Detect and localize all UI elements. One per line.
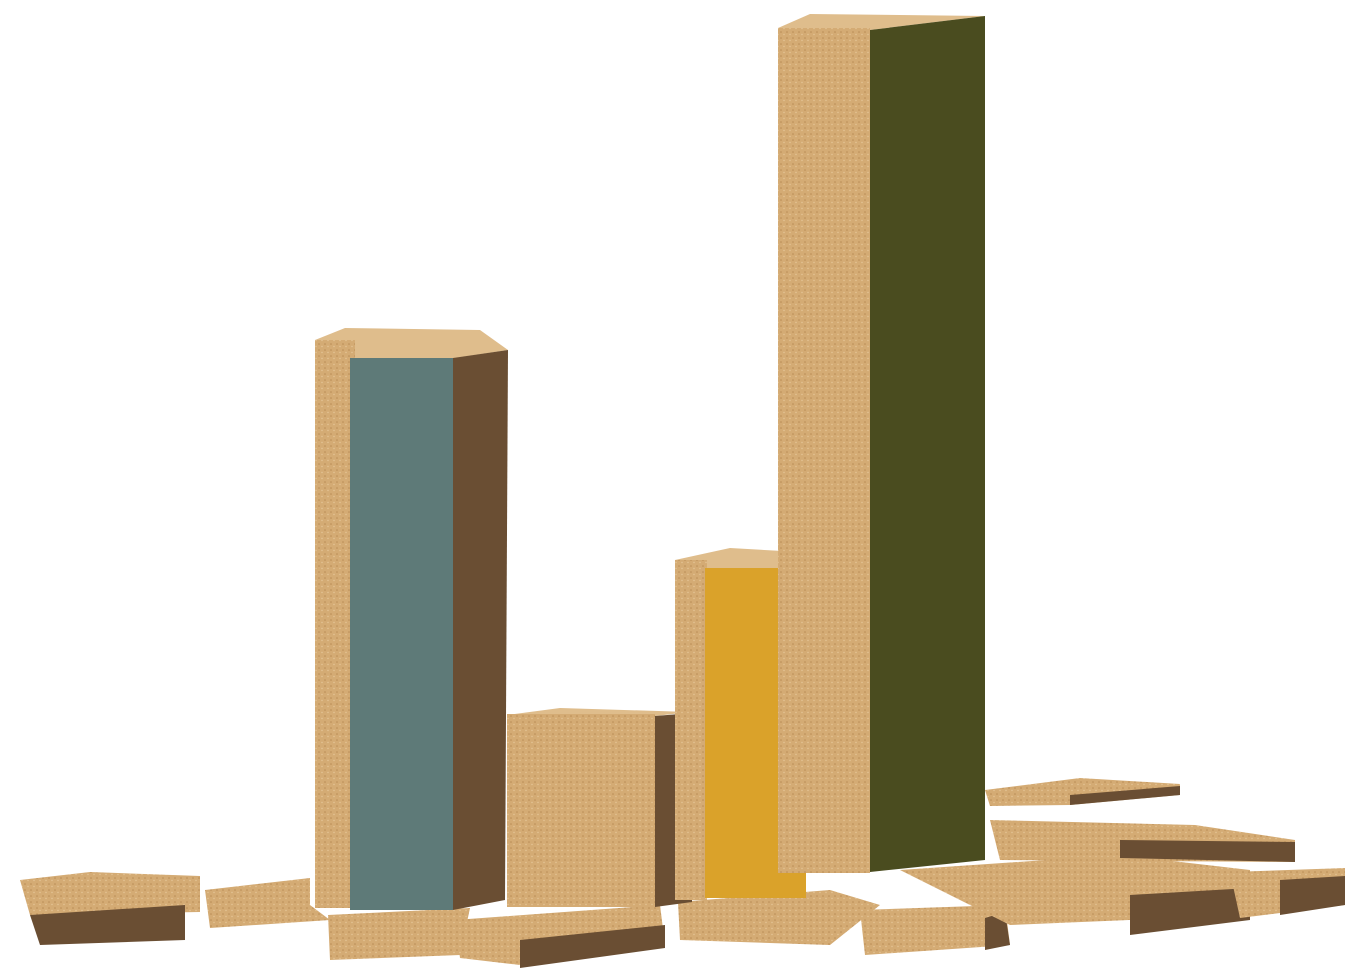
bar-2 bbox=[507, 708, 692, 907]
bar-face bbox=[870, 16, 985, 872]
floor-piece-side bbox=[30, 905, 185, 945]
floor-piece bbox=[678, 890, 880, 945]
floor-piece bbox=[20, 872, 200, 915]
bar-top bbox=[778, 14, 985, 30]
bar-frame bbox=[675, 560, 707, 900]
floor-piece-side bbox=[520, 925, 665, 968]
floor-piece bbox=[205, 878, 330, 928]
floor-pieces bbox=[20, 778, 1345, 968]
bar-frame bbox=[778, 28, 870, 873]
floor-piece-side bbox=[1120, 840, 1295, 862]
bar-top bbox=[675, 548, 805, 570]
bar-top bbox=[315, 328, 508, 360]
floor-piece-side bbox=[1280, 876, 1345, 915]
floor-piece bbox=[328, 908, 470, 960]
floor-piece-side bbox=[1070, 786, 1180, 805]
bar-face bbox=[350, 358, 453, 910]
bar-frame bbox=[315, 340, 355, 908]
bar-side bbox=[453, 350, 508, 910]
floor-piece bbox=[860, 905, 1010, 955]
bar-4 bbox=[778, 14, 985, 873]
bar-face bbox=[507, 714, 655, 907]
bar-1 bbox=[315, 328, 508, 910]
floor-piece-side bbox=[1130, 888, 1250, 935]
